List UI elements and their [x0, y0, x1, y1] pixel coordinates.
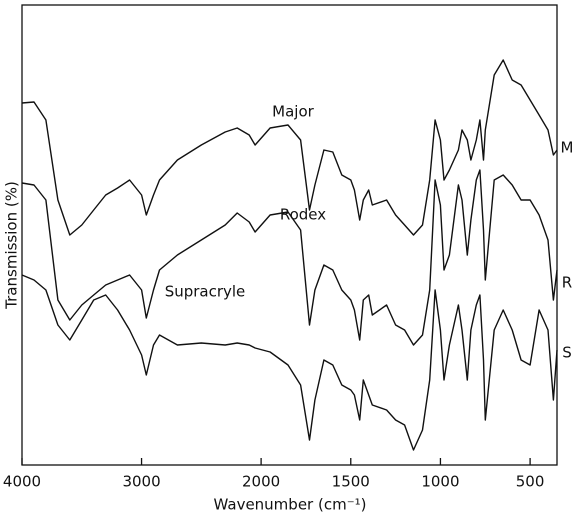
spectrum-line	[21, 169, 558, 346]
x-tick-label: 1000	[421, 473, 459, 491]
x-tick-label: 1500	[332, 473, 370, 491]
plot-frame	[21, 4, 558, 466]
x-tick-label: 2000	[242, 473, 280, 491]
x-tick-label: 3000	[122, 473, 160, 491]
y-axis-label: Transmission (%)	[3, 181, 21, 310]
x-axis-label: Wavenumber (cm⁻¹)	[214, 496, 367, 514]
series-annotation: Major	[272, 103, 314, 121]
series-annotation: Rodex	[280, 206, 326, 224]
spectrum-line	[21, 59, 558, 236]
series-annotation: Supracryle	[165, 283, 246, 301]
end-label: M	[561, 139, 574, 157]
end-label: S	[562, 344, 572, 362]
end-label: R	[562, 274, 572, 292]
x-tick-label: 500	[516, 473, 545, 491]
x-tick-label: 4000	[3, 473, 41, 491]
spectrum-line	[21, 274, 558, 451]
